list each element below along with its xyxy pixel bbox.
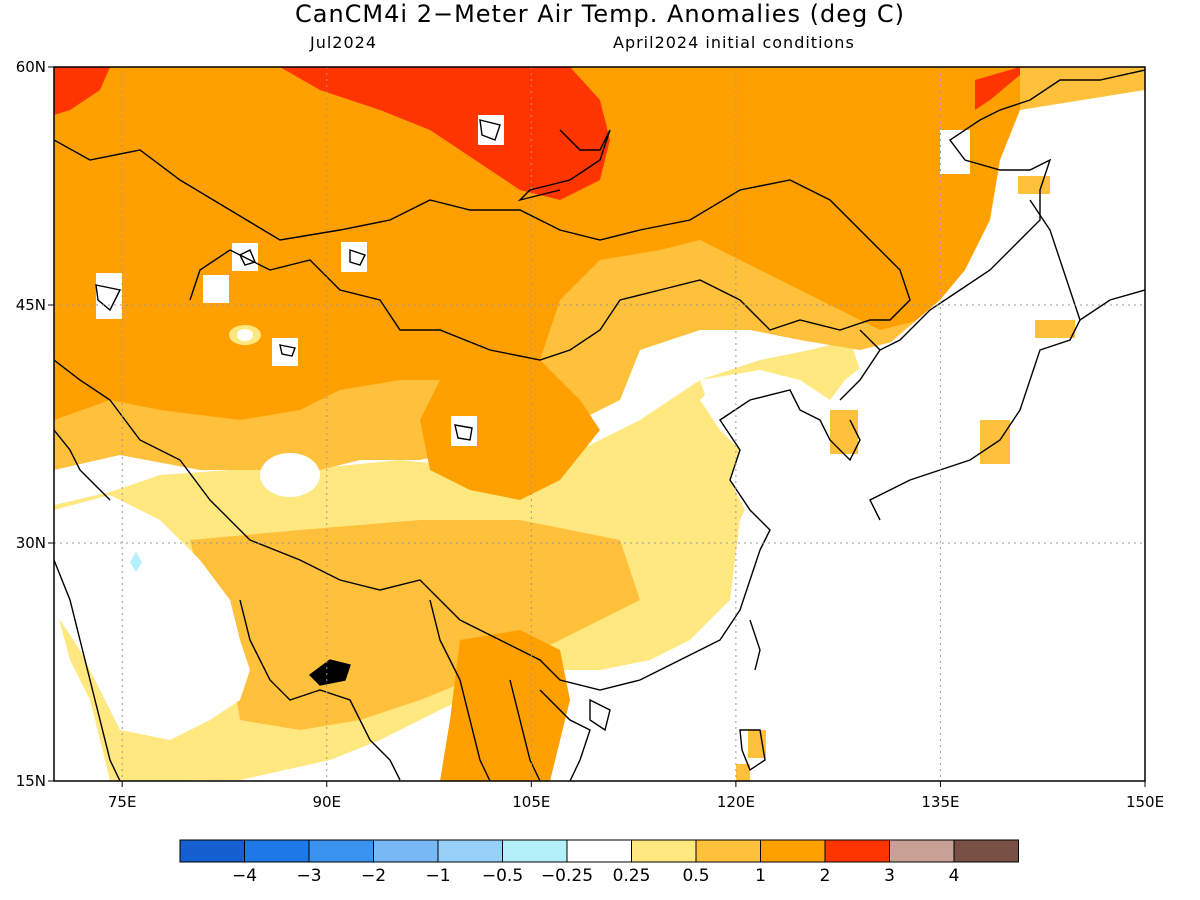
lat-label: 45N [16, 296, 46, 314]
legend-swatch [244, 839, 310, 863]
legend-swatch [373, 839, 439, 863]
legend-tick-label: 1 [755, 866, 766, 886]
anomaly-japan [980, 420, 1010, 464]
legend-tick-label: −0.5 [482, 866, 523, 886]
legend-tick-label: 0.5 [682, 866, 709, 886]
map-frame [53, 66, 1146, 782]
legend-swatch [631, 839, 697, 863]
legend-tick-label: −4 [232, 866, 257, 886]
anomaly-field [54, 67, 1145, 781]
legend-swatch [953, 839, 1019, 863]
map-title: CanCM4i 2−Meter Air Temp. Anomalies (deg… [294, 0, 905, 28]
legend-tick-label: −3 [296, 866, 321, 886]
negative-anomaly-spot [130, 552, 142, 572]
lon-label: 150E [1126, 793, 1164, 811]
anomaly-region-yellow-orange-south [190, 520, 640, 730]
lat-label: 15N [16, 772, 46, 790]
lat-label: 30N [16, 534, 46, 552]
legend-swatch [566, 839, 632, 863]
anomaly-hokkaido [1035, 320, 1075, 338]
legend-swatch [760, 839, 826, 863]
legend-swatch [824, 839, 890, 863]
initial-conditions-label: April2024 initial conditions [613, 33, 855, 52]
lat-label: 60N [16, 58, 46, 76]
anomaly-korea [830, 410, 858, 454]
legend-swatch [308, 839, 374, 863]
lon-label: 135E [921, 793, 959, 811]
anomaly-sakhalin [1018, 176, 1050, 194]
legend-tick-label: −1 [425, 866, 450, 886]
legend-swatch [437, 839, 503, 863]
legend-swatch [179, 839, 245, 863]
anomaly-region-orange [54, 67, 1020, 500]
coastlines [54, 69, 1145, 781]
legend-tick-label: −2 [361, 866, 386, 886]
lon-label: 90E [312, 793, 341, 811]
anomaly-hole-india [54, 495, 250, 740]
lon-label: 105E [512, 793, 550, 811]
anomaly-region-orange-south [440, 630, 570, 781]
anomaly-region-red-nw [54, 67, 110, 115]
legend-tick-label: 3 [884, 866, 895, 886]
legend-tick-label: 2 [820, 866, 831, 886]
anomaly-hole-tibet [260, 453, 320, 497]
color-legend: −4 −3 −2 −1 −0.5 −0.25 0.25 0.5 1 2 3 4 [179, 839, 1019, 886]
lon-label: 120E [717, 793, 755, 811]
anomaly-hole-tianshan [237, 329, 253, 341]
legend-tick-label: 4 [949, 866, 960, 886]
legend-swatch [889, 839, 955, 863]
legend-swatch [502, 839, 568, 863]
anomaly-region-red-siberia [280, 67, 610, 200]
valid-month-label: Jul2024 [310, 33, 378, 52]
legend-tick-label: 0.25 [613, 866, 651, 886]
lon-label: 75E [108, 793, 137, 811]
legend-tick-label: −0.25 [541, 866, 593, 886]
axis-ticks: 75E 90E 105E 120E 135E 150E 60N 45N 30N 15N [16, 58, 1164, 811]
ocean-bohai [700, 370, 830, 430]
anomaly-region-orange-west [54, 200, 210, 290]
anomaly-region-red-ne [975, 67, 1020, 110]
legend-swatch [695, 839, 761, 863]
gridlines [54, 67, 1145, 781]
anomaly-patch-india-south [105, 730, 200, 781]
